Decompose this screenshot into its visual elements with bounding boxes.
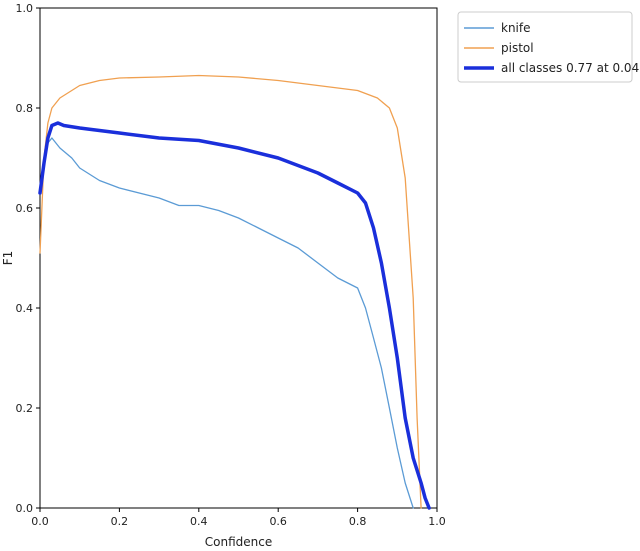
y-tick-label: 0.8 [16,102,34,115]
series-line-all-classes [38,121,431,510]
y-tick-label: 0.6 [16,202,34,215]
legend: knife pistol all classes 0.77 at 0.045 [457,11,640,83]
y-tick-label: 1.0 [16,2,34,15]
x-tick-label: 0.6 [269,515,287,528]
x-tick-label: 1.0 [428,515,446,528]
legend-label: all classes 0.77 at 0.045 [501,61,640,75]
x-tick-label: 0.4 [190,515,208,528]
series-group [38,74,431,510]
plot-frame [39,7,438,509]
x-ticks: 0.0 0.2 0.4 0.6 0.8 1.0 [31,508,446,528]
y-tick-label: 0.2 [16,402,34,415]
y-ticks: 0.0 0.2 0.4 0.6 0.8 1.0 [16,2,40,515]
y-tick-label: 0.0 [16,502,34,515]
legend-label: knife [501,21,531,35]
series-line-pistol [39,74,422,509]
x-tick-label: 0.8 [349,515,367,528]
x-tick-label: 0.2 [111,515,129,528]
x-tick-label: 0.0 [31,515,49,528]
legend-label: pistol [501,41,534,55]
plot-area [38,7,438,510]
x-axis-label: Confidence [205,535,272,549]
y-axis-label: F1 [1,251,15,266]
legend-frame [457,11,633,83]
series-line-knife [39,137,414,509]
y-tick-label: 0.4 [16,302,34,315]
legend-entries: knife pistol all classes 0.77 at 0.045 [464,21,640,75]
